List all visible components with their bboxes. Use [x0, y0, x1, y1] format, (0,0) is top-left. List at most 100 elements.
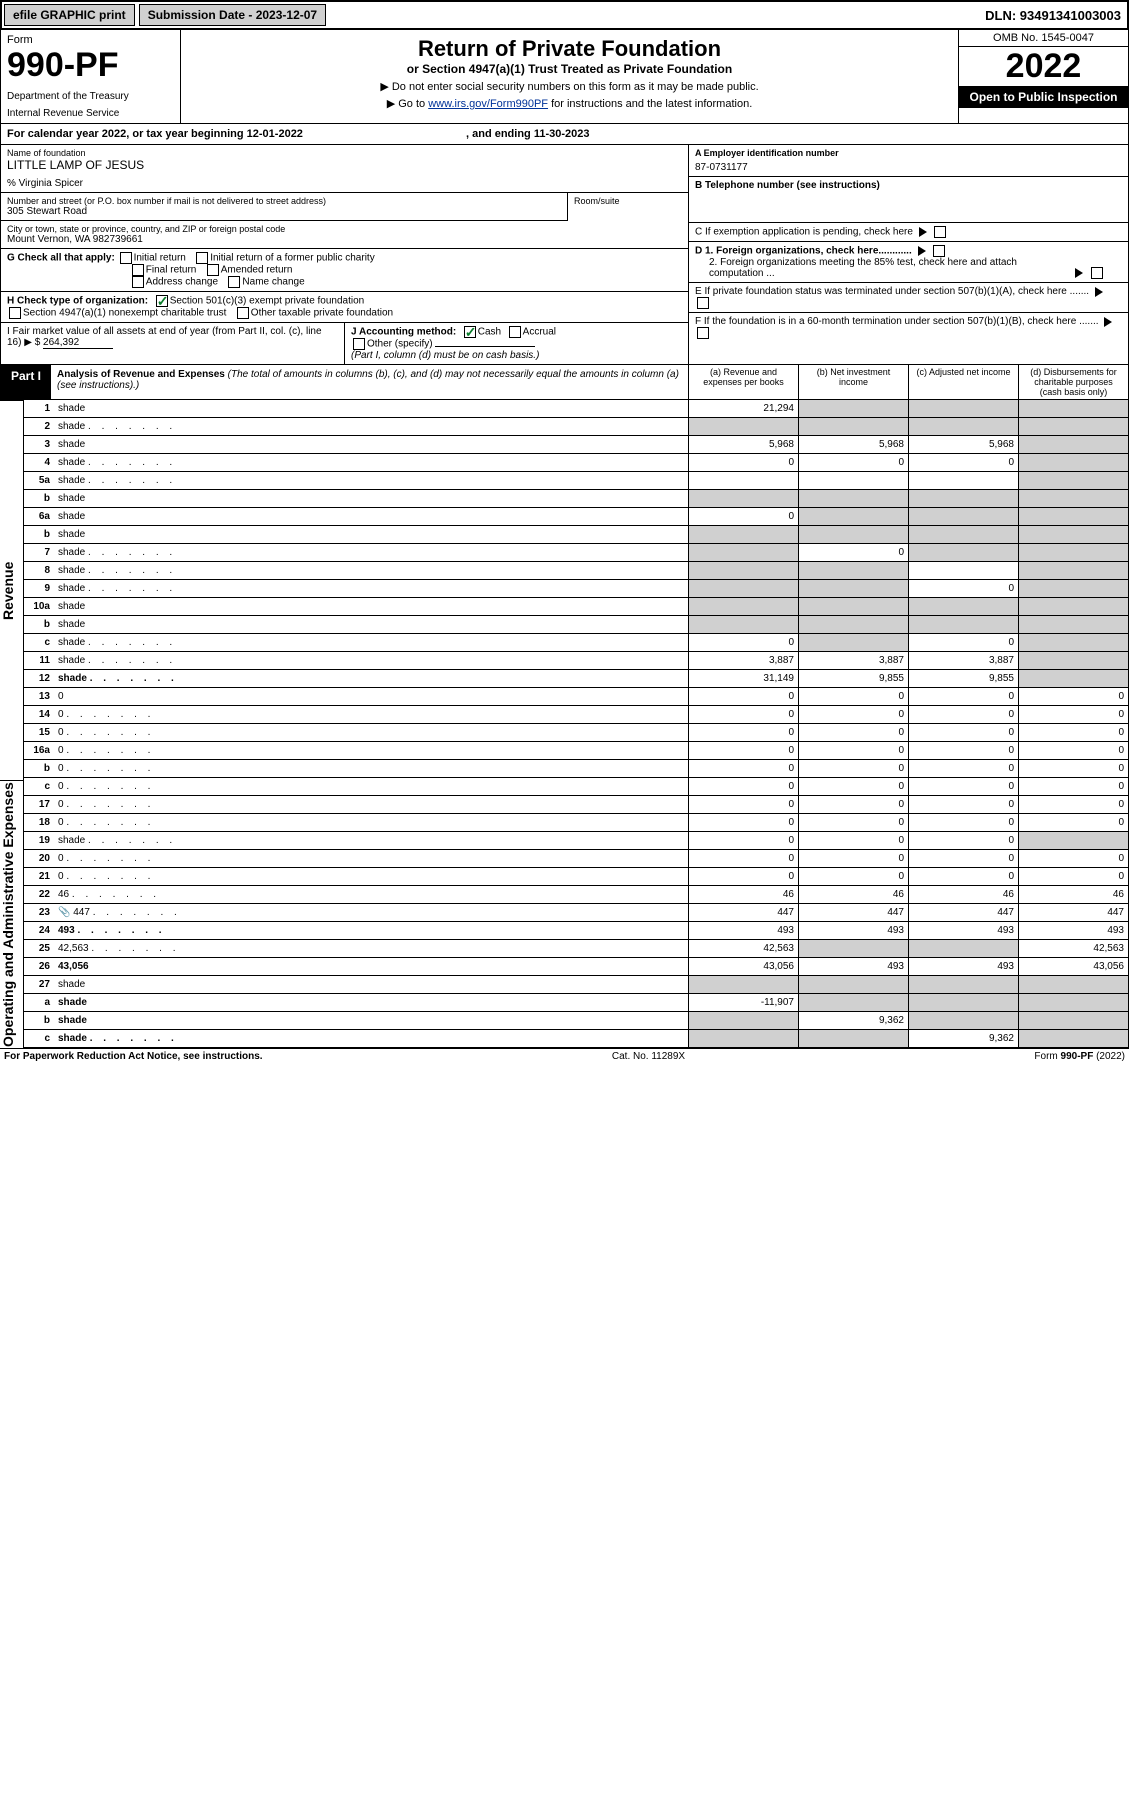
cell-b: 0: [799, 850, 909, 868]
line-description: 0 . . . . . . .: [54, 760, 689, 778]
cell-a: [689, 562, 799, 580]
part1-header: Part I Analysis of Revenue and Expenses …: [0, 365, 1129, 400]
line-description: shade . . . . . . .: [54, 634, 689, 652]
line-number: 10a: [24, 598, 54, 616]
cell-b: 46: [799, 886, 909, 904]
cell-d: [1019, 544, 1129, 562]
table-row: 8shade . . . . . . .: [24, 562, 1129, 580]
dept-treasury: Department of the Treasury: [7, 91, 174, 102]
cell-b: [799, 400, 909, 418]
line-description: shade . . . . . . .: [54, 670, 689, 688]
cell-a: 0: [689, 796, 799, 814]
form-title-block: Return of Private Foundation or Section …: [181, 30, 958, 123]
checkbox-accrual[interactable]: [509, 326, 521, 338]
checkbox-initial-public[interactable]: [196, 252, 208, 264]
checkbox-501c3[interactable]: [156, 295, 168, 307]
cell-a: [689, 490, 799, 508]
line-number: b: [24, 490, 54, 508]
form-id-block: Form 990-PF Department of the Treasury I…: [1, 30, 181, 123]
line-description: 493 . . . . . . .: [54, 922, 689, 940]
j-accounting-cell: J Accounting method: Cash Accrual Other …: [345, 323, 688, 364]
cell-d: 0: [1019, 814, 1129, 832]
cell-a: 0: [689, 508, 799, 526]
cell-c: 9,362: [909, 1030, 1019, 1048]
cell-a: [689, 1030, 799, 1048]
col-c-header: (c) Adjusted net income: [908, 365, 1018, 399]
checkbox-f[interactable]: [697, 327, 709, 339]
cell-b: [799, 472, 909, 490]
cell-b: [799, 580, 909, 598]
checkbox-address-change[interactable]: [132, 276, 144, 288]
line-number: b: [24, 616, 54, 634]
cell-a: 0: [689, 706, 799, 724]
cell-b: 0: [799, 814, 909, 832]
d-foreign-cell: D 1. Foreign organizations, check here..…: [689, 242, 1128, 283]
cell-d: [1019, 634, 1129, 652]
cell-a: 0: [689, 814, 799, 832]
cell-d: [1019, 472, 1129, 490]
line-number: 23: [24, 904, 54, 922]
cell-d: [1019, 562, 1129, 580]
line-number: c: [24, 634, 54, 652]
cell-b: 0: [799, 544, 909, 562]
checkbox-c[interactable]: [934, 226, 946, 238]
checkbox-d1[interactable]: [933, 245, 945, 257]
table-row: bshade: [24, 616, 1129, 634]
cell-a: 0: [689, 724, 799, 742]
checkbox-e[interactable]: [697, 297, 709, 309]
line-description: shade . . . . . . .: [54, 454, 689, 472]
line-number: 1: [24, 400, 54, 418]
form-instructions-link[interactable]: www.irs.gov/Form990PF: [428, 98, 548, 110]
cell-c: 0: [909, 706, 1019, 724]
line-number: c: [24, 778, 54, 796]
open-inspection: Open to Public Inspection: [959, 86, 1128, 108]
footer-mid: Cat. No. 11289X: [612, 1051, 685, 1062]
table-row: 27shade: [24, 976, 1129, 994]
line-number: 15: [24, 724, 54, 742]
checkbox-name-change[interactable]: [228, 276, 240, 288]
cell-b: [799, 940, 909, 958]
checkbox-d2[interactable]: [1091, 267, 1103, 279]
line-description: shade: [54, 976, 689, 994]
cell-d: [1019, 400, 1129, 418]
line-number: 21: [24, 868, 54, 886]
line-number: 3: [24, 436, 54, 454]
cell-b: [799, 526, 909, 544]
cell-c: [909, 400, 1019, 418]
cell-c: 3,887: [909, 652, 1019, 670]
cell-a: [689, 418, 799, 436]
cell-a: 21,294: [689, 400, 799, 418]
table-row: bshade: [24, 490, 1129, 508]
cell-c: [909, 490, 1019, 508]
entity-info: Name of foundation LITTLE LAMP OF JESUS …: [0, 145, 1129, 365]
checkbox-4947a1[interactable]: [9, 307, 21, 319]
cell-a: 42,563: [689, 940, 799, 958]
efile-button[interactable]: efile GRAPHIC print: [4, 4, 135, 26]
line-number: a: [24, 994, 54, 1012]
table-row: 7shade . . . . . . .0: [24, 544, 1129, 562]
line-description: 0 . . . . . . .: [54, 742, 689, 760]
checkbox-cash[interactable]: [464, 326, 476, 338]
cell-a: 3,887: [689, 652, 799, 670]
cell-b: 447: [799, 904, 909, 922]
line-number: 11: [24, 652, 54, 670]
line-description: 0 . . . . . . .: [54, 814, 689, 832]
cell-a: 0: [689, 868, 799, 886]
table-row: 9shade . . . . . . .0: [24, 580, 1129, 598]
cell-a: [689, 1012, 799, 1030]
table-row: c0 . . . . . . .0000: [24, 778, 1129, 796]
cell-b: [799, 508, 909, 526]
checkbox-amended[interactable]: [207, 264, 219, 276]
checkbox-initial-return[interactable]: [120, 252, 132, 264]
line-number: 6a: [24, 508, 54, 526]
checkbox-final-return[interactable]: [132, 264, 144, 276]
cell-d: [1019, 508, 1129, 526]
cell-b: [799, 994, 909, 1012]
checkbox-other-method[interactable]: [353, 338, 365, 350]
cell-d: [1019, 994, 1129, 1012]
checkbox-other-taxable[interactable]: [237, 307, 249, 319]
cell-d: 0: [1019, 724, 1129, 742]
line-number: 4: [24, 454, 54, 472]
arrow-right-icon: [918, 246, 926, 256]
cell-b: [799, 634, 909, 652]
